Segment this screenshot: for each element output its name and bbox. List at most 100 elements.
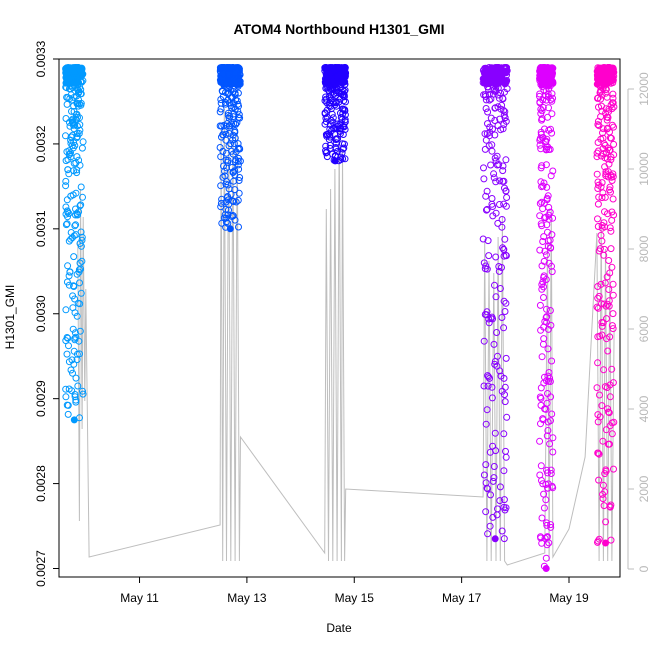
data-point bbox=[64, 166, 72, 174]
data-point bbox=[329, 150, 337, 158]
data-point bbox=[235, 189, 243, 197]
data-point bbox=[544, 484, 552, 492]
data-point bbox=[77, 201, 85, 209]
data-point bbox=[502, 202, 510, 210]
data-point bbox=[62, 132, 69, 140]
data-point bbox=[491, 117, 499, 124]
data-point bbox=[498, 314, 506, 321]
data-point bbox=[593, 384, 601, 392]
data-point bbox=[547, 523, 555, 531]
data-point bbox=[333, 87, 340, 95]
data-point bbox=[222, 136, 230, 144]
data-point bbox=[482, 64, 490, 72]
data-point bbox=[235, 223, 242, 231]
data-point bbox=[75, 268, 83, 276]
data-point bbox=[607, 101, 615, 109]
data-point bbox=[544, 390, 551, 397]
data-point bbox=[536, 99, 544, 107]
data-point bbox=[496, 201, 503, 208]
y-axis-label: H1301_GMI bbox=[3, 285, 17, 350]
data-point bbox=[483, 205, 491, 213]
data-point bbox=[483, 484, 491, 492]
data-point bbox=[606, 422, 614, 430]
data-point bbox=[79, 387, 86, 395]
data-point bbox=[332, 135, 340, 143]
data-point bbox=[224, 211, 232, 219]
data-point bbox=[73, 166, 81, 174]
data-point bbox=[501, 398, 509, 406]
data-point bbox=[222, 89, 229, 96]
data-point bbox=[610, 465, 617, 473]
data-point bbox=[340, 88, 348, 95]
data-point bbox=[495, 161, 503, 168]
data-point bbox=[546, 145, 554, 153]
data-point bbox=[597, 231, 605, 239]
data-point bbox=[547, 76, 555, 84]
data-point bbox=[598, 224, 606, 232]
data-point bbox=[502, 187, 510, 195]
flight-6-points bbox=[593, 64, 618, 547]
data-point bbox=[537, 394, 545, 402]
data-point bbox=[546, 307, 554, 314]
data-point bbox=[597, 152, 605, 160]
data-point bbox=[607, 156, 615, 164]
data-point bbox=[217, 105, 225, 113]
data-point bbox=[543, 519, 550, 527]
data-point bbox=[218, 87, 226, 95]
data-point bbox=[75, 208, 83, 216]
data-point bbox=[540, 76, 548, 84]
data-point bbox=[480, 175, 488, 183]
data-point bbox=[323, 106, 331, 114]
data-point bbox=[217, 78, 225, 86]
data-point bbox=[70, 253, 78, 261]
data-point bbox=[594, 333, 602, 341]
data-point bbox=[493, 362, 501, 370]
data-point bbox=[602, 518, 610, 526]
data-point bbox=[230, 177, 238, 185]
data-point bbox=[235, 165, 243, 173]
data-point bbox=[485, 373, 492, 381]
data-point bbox=[499, 125, 507, 133]
data-point-min bbox=[491, 535, 499, 543]
data-point bbox=[502, 447, 509, 455]
data-point bbox=[67, 366, 75, 374]
data-point bbox=[217, 199, 225, 207]
data-point bbox=[341, 67, 348, 75]
data-point bbox=[596, 66, 604, 74]
data-point bbox=[493, 64, 501, 72]
data-point bbox=[78, 144, 86, 152]
data-point bbox=[488, 383, 496, 391]
data-point bbox=[594, 538, 601, 546]
data-point bbox=[608, 365, 616, 373]
data-point bbox=[537, 105, 545, 113]
data-point bbox=[79, 193, 86, 201]
data-point bbox=[74, 382, 82, 390]
data-point bbox=[338, 79, 346, 87]
data-point bbox=[482, 508, 490, 516]
y-tick-label: 0.0031 bbox=[34, 210, 48, 247]
data-point bbox=[542, 554, 550, 562]
data-point bbox=[545, 259, 553, 267]
data-point bbox=[537, 326, 545, 334]
data-point bbox=[609, 280, 617, 288]
data-point bbox=[500, 111, 508, 119]
data-point bbox=[606, 393, 614, 401]
data-point bbox=[486, 123, 494, 131]
data-point bbox=[484, 237, 492, 245]
data-point bbox=[480, 164, 487, 172]
data-point bbox=[483, 265, 491, 273]
data-point bbox=[341, 107, 349, 115]
x-tick-label: May 11 bbox=[120, 591, 159, 605]
data-point bbox=[500, 503, 508, 511]
data-point bbox=[69, 304, 77, 312]
data-point bbox=[502, 156, 510, 164]
data-point bbox=[538, 353, 546, 361]
data-point bbox=[502, 252, 510, 260]
data-point bbox=[603, 273, 611, 281]
data-point bbox=[603, 148, 610, 156]
data-point bbox=[549, 434, 557, 442]
data-point bbox=[596, 391, 603, 399]
data-point bbox=[75, 337, 83, 345]
flight-3-points bbox=[321, 64, 350, 165]
y2-tick-label: 2000 bbox=[637, 475, 650, 502]
